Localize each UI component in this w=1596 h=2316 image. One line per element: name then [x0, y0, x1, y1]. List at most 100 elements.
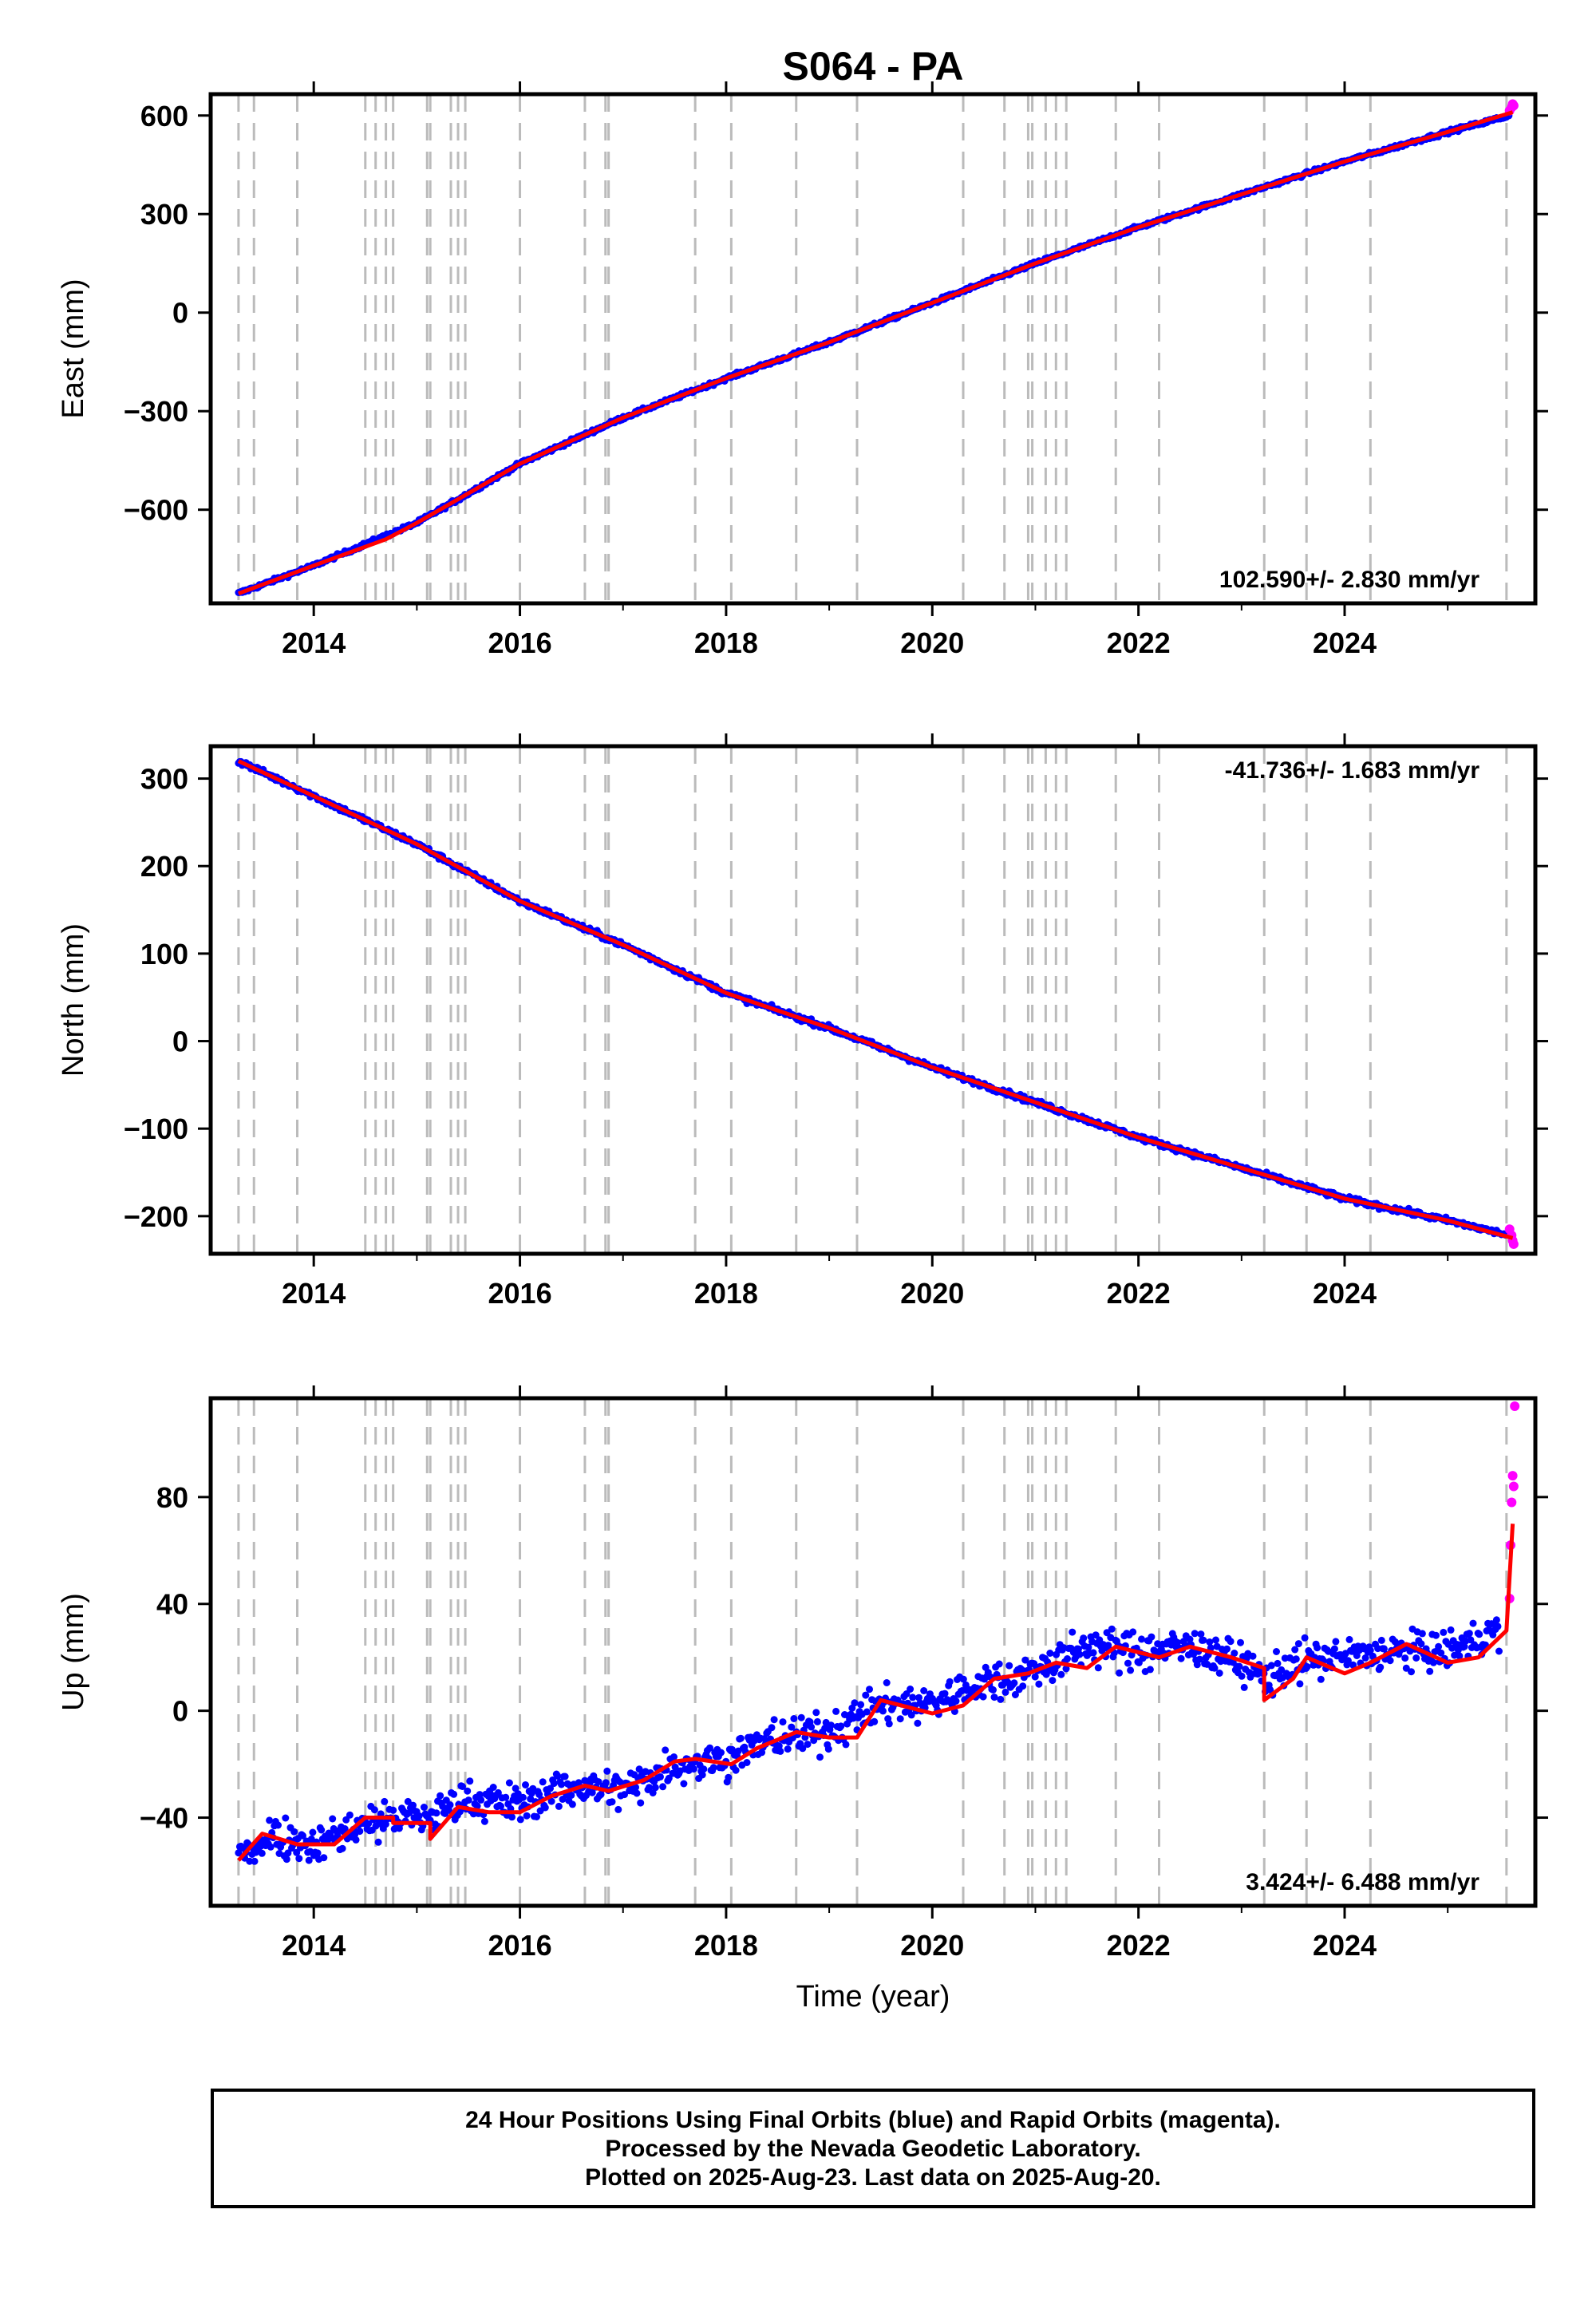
final-orbit-point — [446, 1801, 454, 1809]
final-orbit-point — [1031, 1673, 1039, 1681]
y-tick-label: −300 — [124, 395, 188, 428]
final-orbit-point — [489, 1784, 497, 1791]
y-tick-label: 80 — [156, 1481, 188, 1514]
final-orbit-point — [512, 1784, 519, 1792]
final-orbit-point — [1294, 1640, 1302, 1648]
final-orbit-point — [862, 1691, 870, 1699]
final-orbit-point — [494, 1788, 502, 1796]
x-tick-label: 2024 — [1313, 1277, 1377, 1310]
final-orbit-point — [267, 1843, 275, 1851]
final-orbit-point — [635, 1765, 643, 1773]
x-tick-label: 2018 — [694, 626, 758, 659]
final-orbit-point — [1465, 1630, 1473, 1638]
final-orbit-point — [341, 1825, 349, 1832]
y-tick-label: 0 — [172, 297, 188, 330]
final-orbit-point — [657, 1773, 664, 1780]
final-orbit-point — [1377, 1663, 1385, 1671]
final-orbit-point — [1267, 1662, 1275, 1670]
final-orbit-point — [502, 1793, 510, 1801]
final-orbit-point — [329, 1815, 337, 1823]
rapid-orbit-point — [1507, 1497, 1517, 1508]
final-orbit-point — [1191, 1630, 1199, 1638]
final-orbit-point — [871, 1717, 879, 1725]
final-orbit-point — [533, 1813, 540, 1820]
x-tick-label: 2018 — [694, 1277, 758, 1310]
final-orbit-point — [952, 1697, 960, 1705]
final-orbit-point — [959, 1675, 967, 1683]
final-orbit-point — [522, 1781, 529, 1788]
footer-line-1: 24 Hour Positions Using Final Orbits (bl… — [465, 2107, 1281, 2133]
east-panel: 600 300 0 −300 −600 2014 2016 2018 2020 2022 2024 E… — [57, 81, 1548, 659]
model-fit-line — [237, 1524, 1515, 1862]
final-orbit-point — [258, 1849, 266, 1857]
final-orbit-point — [941, 1690, 949, 1697]
x-tick-label: 2018 — [694, 1929, 758, 1962]
final-orbit-point — [1447, 1626, 1455, 1634]
final-orbit-point — [1001, 1688, 1009, 1696]
final-orbit-point — [295, 1855, 303, 1863]
final-orbit-point — [1494, 1622, 1502, 1630]
final-orbit-point — [1380, 1645, 1388, 1653]
final-orbit-point — [1223, 1645, 1231, 1653]
final-orbit-point — [1353, 1652, 1361, 1659]
final-orbit-point — [837, 1722, 845, 1730]
final-orbit-point — [1437, 1649, 1445, 1657]
final-orbit-point — [1010, 1679, 1018, 1687]
final-orbit-point — [275, 1821, 282, 1829]
final-orbit-point — [1148, 1633, 1156, 1641]
final-orbit-point — [725, 1773, 733, 1781]
final-orbit-point — [1193, 1661, 1201, 1669]
y-tick-label: 600 — [140, 100, 188, 132]
final-orbit-point — [1292, 1655, 1300, 1663]
final-orbit-point — [1075, 1645, 1082, 1653]
final-orbit-point — [309, 1828, 317, 1836]
final-orbit-point — [621, 1791, 628, 1799]
north-panel: 300 200 100 0 −100 −200 2014 2016 2018 2020 2022 20… — [57, 733, 1548, 1310]
final-orbit-point — [851, 1699, 859, 1707]
final-orbit-point — [514, 1790, 522, 1798]
y-tick-label: 40 — [156, 1588, 188, 1621]
final-orbit-point — [784, 1745, 792, 1753]
final-orbit-point — [1489, 1630, 1497, 1638]
final-orbit-point — [356, 1828, 364, 1836]
final-orbit-point — [698, 1771, 706, 1779]
final-orbit-point — [437, 1792, 444, 1800]
y-tick-label: 300 — [140, 763, 188, 796]
final-orbit-point — [459, 1783, 466, 1790]
final-orbit-point — [464, 1796, 472, 1804]
final-orbit-point — [381, 1820, 389, 1828]
final-orbit-point — [946, 1678, 954, 1686]
final-orbit-point — [1296, 1680, 1304, 1688]
final-orbit-point — [737, 1734, 745, 1742]
final-orbit-point — [464, 1787, 472, 1795]
final-orbit-points — [235, 1616, 1503, 1865]
final-orbit-point — [632, 1784, 639, 1792]
final-orbit-point — [1418, 1630, 1426, 1638]
final-orbit-point — [700, 1765, 708, 1773]
final-orbit-point — [568, 1800, 576, 1808]
final-orbit-point — [1062, 1665, 1070, 1673]
final-orbit-point — [1124, 1659, 1132, 1667]
final-orbit-point — [595, 1778, 602, 1786]
rapid-orbit-point — [1508, 1239, 1519, 1249]
final-orbit-point — [1129, 1628, 1137, 1636]
final-orbit-point — [1138, 1635, 1145, 1643]
final-orbit-point — [633, 1789, 641, 1797]
final-orbit-point — [1076, 1650, 1084, 1658]
final-orbit-point — [1089, 1649, 1097, 1657]
x-tick-label: 2016 — [488, 1277, 552, 1310]
final-orbit-point — [381, 1797, 389, 1805]
y-tick-label: 200 — [140, 850, 188, 883]
final-orbit-point — [883, 1679, 891, 1686]
final-orbit-point — [680, 1780, 688, 1788]
final-orbit-point — [1266, 1686, 1274, 1694]
final-orbit-point — [920, 1687, 928, 1694]
final-orbit-point — [768, 1724, 776, 1732]
final-orbit-point — [1231, 1650, 1238, 1657]
model-fit-line — [237, 759, 1514, 1240]
final-orbit-point — [476, 1791, 484, 1799]
final-orbit-point — [497, 1802, 504, 1810]
final-orbit-point — [1274, 1659, 1282, 1667]
final-orbit-point — [1408, 1668, 1415, 1676]
final-orbit-point — [914, 1719, 922, 1727]
